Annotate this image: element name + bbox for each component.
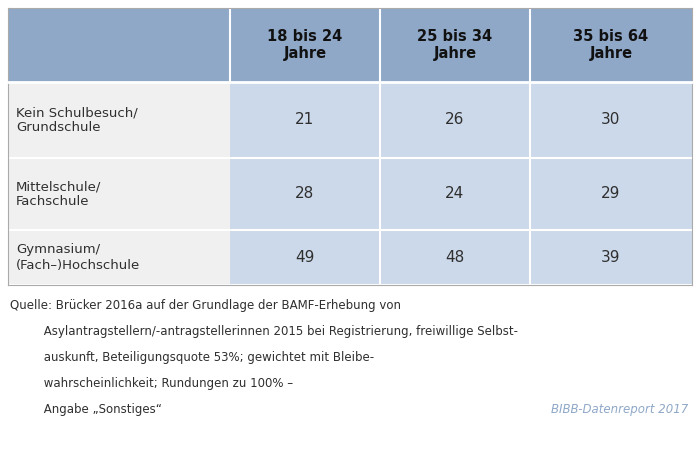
Text: 28: 28 <box>295 187 314 202</box>
Text: Gymnasium/
(Fach–)Hochschule: Gymnasium/ (Fach–)Hochschule <box>16 243 140 271</box>
Text: Asylantragstellern/-antragstellerinnen 2015 bei Registrierung, freiwillige Selbs: Asylantragstellern/-antragstellerinnen 2… <box>10 325 518 338</box>
Text: 25 bis 34
Jahre: 25 bis 34 Jahre <box>417 29 493 61</box>
Text: 26: 26 <box>445 113 465 128</box>
Text: 29: 29 <box>601 187 621 202</box>
Text: 21: 21 <box>295 113 314 128</box>
Text: 39: 39 <box>601 250 621 265</box>
Bar <box>230 158 692 230</box>
Bar <box>8 230 230 285</box>
Text: 35 bis 64
Jahre: 35 bis 64 Jahre <box>573 29 649 61</box>
Text: 18 bis 24
Jahre: 18 bis 24 Jahre <box>267 29 342 61</box>
Bar <box>8 158 230 230</box>
Bar <box>8 8 692 82</box>
Text: auskunft, Beteiligungsquote 53%; gewichtet mit Bleibe-: auskunft, Beteiligungsquote 53%; gewicht… <box>10 351 374 364</box>
Text: BIBB-Datenreport 2017: BIBB-Datenreport 2017 <box>551 403 688 416</box>
Text: wahrscheinlichkeit; Rundungen zu 100% –: wahrscheinlichkeit; Rundungen zu 100% – <box>10 377 293 390</box>
Text: 24: 24 <box>445 187 465 202</box>
Text: 48: 48 <box>445 250 465 265</box>
Text: Angabe „Sonstiges“: Angabe „Sonstiges“ <box>10 403 162 416</box>
Text: 30: 30 <box>601 113 621 128</box>
Bar <box>230 82 692 158</box>
Text: 49: 49 <box>295 250 315 265</box>
Bar <box>8 82 230 158</box>
Text: Kein Schulbesuch/
Grundschule: Kein Schulbesuch/ Grundschule <box>16 106 138 134</box>
Text: Quelle: Brücker 2016a auf der Grundlage der BAMF-Erhebung von: Quelle: Brücker 2016a auf der Grundlage … <box>10 299 401 312</box>
Bar <box>230 230 692 285</box>
Text: Mittelschule/
Fachschule: Mittelschule/ Fachschule <box>16 180 102 208</box>
